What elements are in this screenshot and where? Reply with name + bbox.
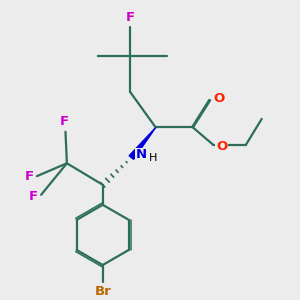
Text: N: N — [136, 148, 147, 161]
Text: Br: Br — [94, 285, 111, 298]
Text: O: O — [214, 92, 225, 105]
Text: F: F — [28, 190, 38, 203]
Polygon shape — [129, 128, 156, 159]
Text: F: F — [59, 115, 69, 128]
Text: F: F — [125, 11, 134, 24]
Text: H: H — [149, 152, 158, 163]
Text: F: F — [24, 170, 33, 183]
Text: O: O — [216, 140, 227, 153]
